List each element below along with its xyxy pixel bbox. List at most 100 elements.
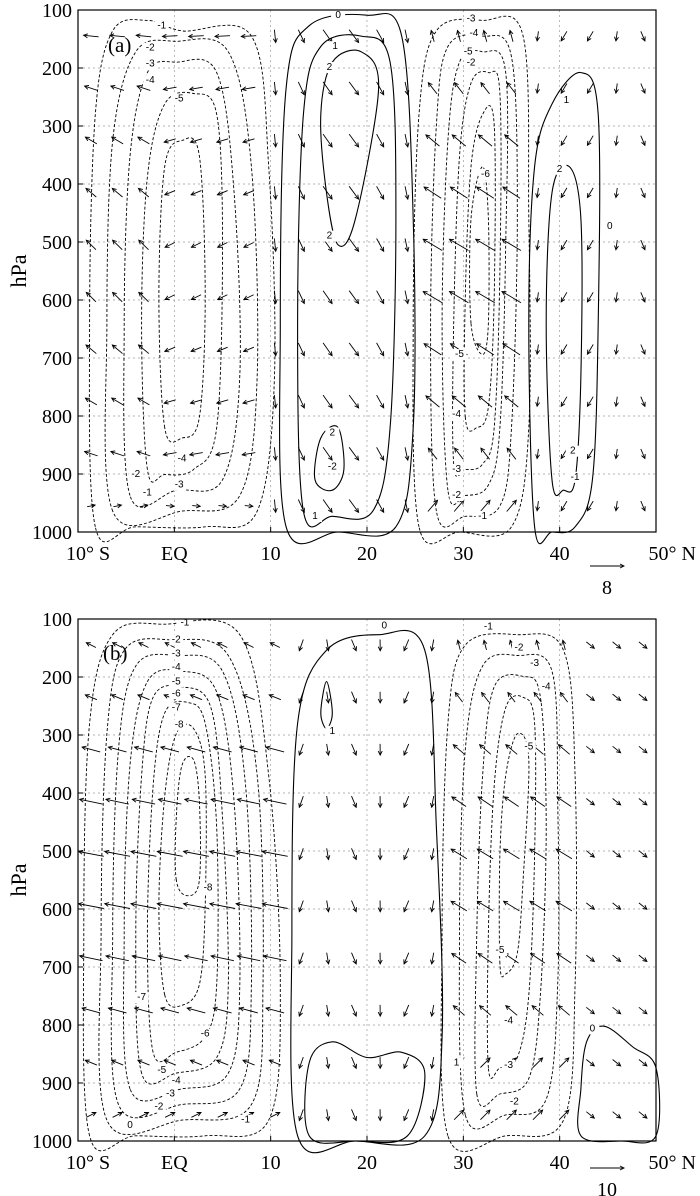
contour-label: -1: [180, 617, 189, 628]
wind-vector: [298, 691, 304, 704]
wind-vector: [189, 1059, 203, 1066]
y-tick-label: 200: [42, 667, 72, 689]
wind-vector: [159, 1006, 180, 1014]
wind-vector: [586, 1006, 596, 1015]
wind-vector: [404, 29, 410, 44]
wind-vector: [322, 290, 333, 305]
wind-vector: [351, 743, 357, 757]
wind-vector: [586, 902, 596, 910]
wind-vector: [215, 138, 229, 144]
wind-vector: [297, 342, 305, 357]
wind-vector: [351, 639, 357, 652]
wind-vector: [586, 1111, 596, 1119]
wind-vector: [322, 186, 333, 200]
contour-label-bg: [154, 1065, 169, 1077]
contour-label: -4: [172, 1076, 181, 1087]
wind-vector: [182, 902, 209, 909]
wind-vector: [272, 290, 278, 305]
wind-vector: [111, 642, 123, 648]
x-tick-label: 30: [453, 1152, 473, 1174]
wind-vector: [612, 693, 622, 702]
wind-vector: [268, 694, 282, 701]
contour-label: -2: [131, 469, 140, 480]
wind-vector: [529, 848, 546, 860]
contour-label-bg: [143, 42, 158, 54]
y-tick-label: 100: [42, 0, 72, 22]
wind-vector: [535, 448, 540, 460]
wind-vector: [129, 902, 157, 909]
wind-vector: [265, 745, 285, 753]
wind-vector: [86, 1112, 97, 1118]
contour-label-bg: [172, 479, 187, 491]
contour-label: -4: [146, 75, 155, 86]
gridlines: [78, 619, 656, 1141]
wind-vector: [450, 952, 467, 964]
wind-vector: [351, 952, 357, 965]
contour-label-bg: [169, 688, 184, 700]
wind-vector: [427, 447, 438, 460]
x-tick-label: 10° S: [66, 1152, 110, 1174]
wind-vector: [110, 397, 124, 406]
wind-vector: [404, 81, 410, 96]
wind-vector: [85, 291, 97, 303]
wind-vector: [560, 500, 568, 512]
wind-vector: [586, 745, 596, 754]
wind-vector: [133, 1006, 153, 1014]
contour-label: -5: [464, 46, 473, 57]
wind-vector: [505, 1005, 518, 1016]
y-tick-label: 900: [42, 464, 72, 486]
wind-vector: [236, 797, 261, 805]
x-tick-label: 30: [453, 543, 473, 565]
wind-vector: [322, 342, 333, 357]
y-tick-label: 1000: [32, 1131, 72, 1153]
contour-label: -4: [172, 662, 181, 673]
wind-vector: [477, 134, 493, 147]
wind-vector: [427, 499, 439, 512]
wind-vector: [164, 294, 175, 300]
wind-vector: [84, 397, 98, 406]
wind-vector: [243, 294, 254, 300]
contour-line-16: [545, 164, 583, 496]
y-tick-label: 1000: [32, 522, 72, 544]
wind-vector: [560, 31, 568, 42]
wind-vector: [502, 186, 521, 199]
wind-vector: [242, 190, 255, 196]
contour-label: -6: [481, 169, 490, 180]
gridlines: [78, 10, 656, 532]
wind-vector: [377, 900, 383, 913]
wind-vector: [404, 134, 410, 148]
wind-vector: [477, 395, 493, 408]
wind-vector: [138, 239, 149, 250]
wind-vector: [164, 1112, 176, 1118]
wind-vector: [131, 954, 156, 962]
wind-vector: [404, 290, 410, 305]
wind-vector: [217, 1112, 229, 1118]
reference-vector-label: 10: [597, 1179, 617, 1196]
wind-vector: [586, 344, 594, 355]
wind-vector: [112, 1112, 124, 1118]
contour-label: 1: [564, 95, 570, 106]
contour-label-bg: [452, 349, 467, 361]
wind-vector: [478, 1005, 492, 1016]
wind-vector: [190, 294, 202, 300]
contour-label: -3: [166, 1089, 175, 1100]
wind-vector: [529, 900, 546, 912]
wind-vector: [348, 238, 360, 253]
wind-vector: [186, 1006, 206, 1014]
wind-vector: [109, 450, 125, 457]
wind-vector: [163, 190, 176, 196]
wind-vector: [425, 395, 440, 408]
wind-vector: [477, 952, 493, 964]
wind-vector: [111, 239, 123, 250]
wind-vector: [298, 848, 304, 861]
wind-vector: [110, 1059, 124, 1066]
wind-vector: [535, 135, 540, 147]
wind-vector: [272, 81, 278, 96]
contour-line-14: [486, 695, 537, 1079]
wind-vector: [429, 691, 435, 704]
contour-label: 1: [312, 511, 318, 522]
wind-vector: [377, 1004, 383, 1018]
wind-vector: [482, 29, 488, 42]
contour-label: 0: [382, 620, 388, 631]
